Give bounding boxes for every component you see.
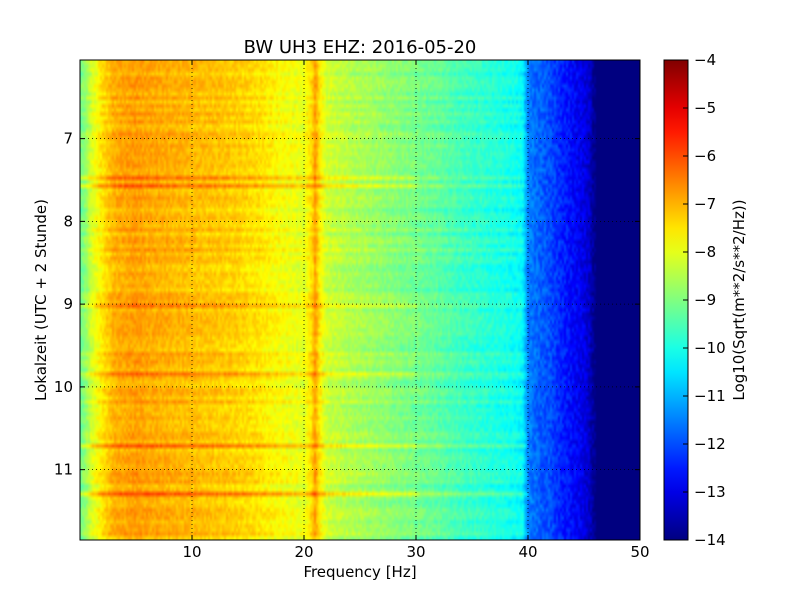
- colorbar-tick-label: −12: [694, 435, 726, 453]
- colorbar-tick-label: −10: [694, 339, 726, 357]
- grid-lines: [80, 60, 640, 540]
- x-tick-label: 40: [518, 543, 537, 561]
- y-tick-label: 7: [63, 130, 73, 148]
- x-tick-label: 30: [406, 543, 425, 561]
- chart-title: BW UH3 EHZ: 2016-05-20: [244, 37, 477, 58]
- y-tick-label: 11: [54, 461, 73, 479]
- colorbar-tick-label: −13: [694, 483, 726, 501]
- x-axis-label: Frequency [Hz]: [303, 563, 416, 581]
- y-tick-label: 8: [63, 212, 73, 230]
- colorbar-tick-label: −14: [694, 531, 726, 549]
- x-axis-ticks: 10 20 30 40 50: [182, 60, 650, 561]
- spectrogram-image: [80, 60, 640, 540]
- plot-frame: [79, 59, 641, 541]
- y-tick-label: 10: [54, 378, 73, 396]
- colorbar-tick-label: −5: [694, 99, 716, 117]
- colorbar-ticks: −4 −5 −6 −7 −8 −9 −10 −11 −12 −13 −14: [683, 51, 726, 549]
- colorbar-tick-label: −4: [694, 51, 716, 69]
- colorbar-tick-label: −8: [694, 243, 716, 261]
- x-tick-label: 10: [182, 543, 201, 561]
- y-tick-label: 9: [63, 295, 73, 313]
- colorbar-label: Log10(Sqrt(m**2/s**2/Hz)): [730, 199, 748, 400]
- colorbar-tick-label: −9: [694, 291, 716, 309]
- spectrogram-heatmap: [80, 60, 640, 540]
- colorbar-tick-label: −6: [694, 147, 716, 165]
- colorbar-tick-label: −11: [694, 387, 726, 405]
- x-tick-label: 50: [630, 543, 649, 561]
- x-tick-label: 20: [294, 543, 313, 561]
- y-axis-ticks: 7 8 9 10 11: [54, 130, 640, 479]
- colorbar-tick-label: −7: [694, 195, 716, 213]
- y-axis-label: Lokalzeit (UTC + 2 Stunde): [32, 199, 50, 401]
